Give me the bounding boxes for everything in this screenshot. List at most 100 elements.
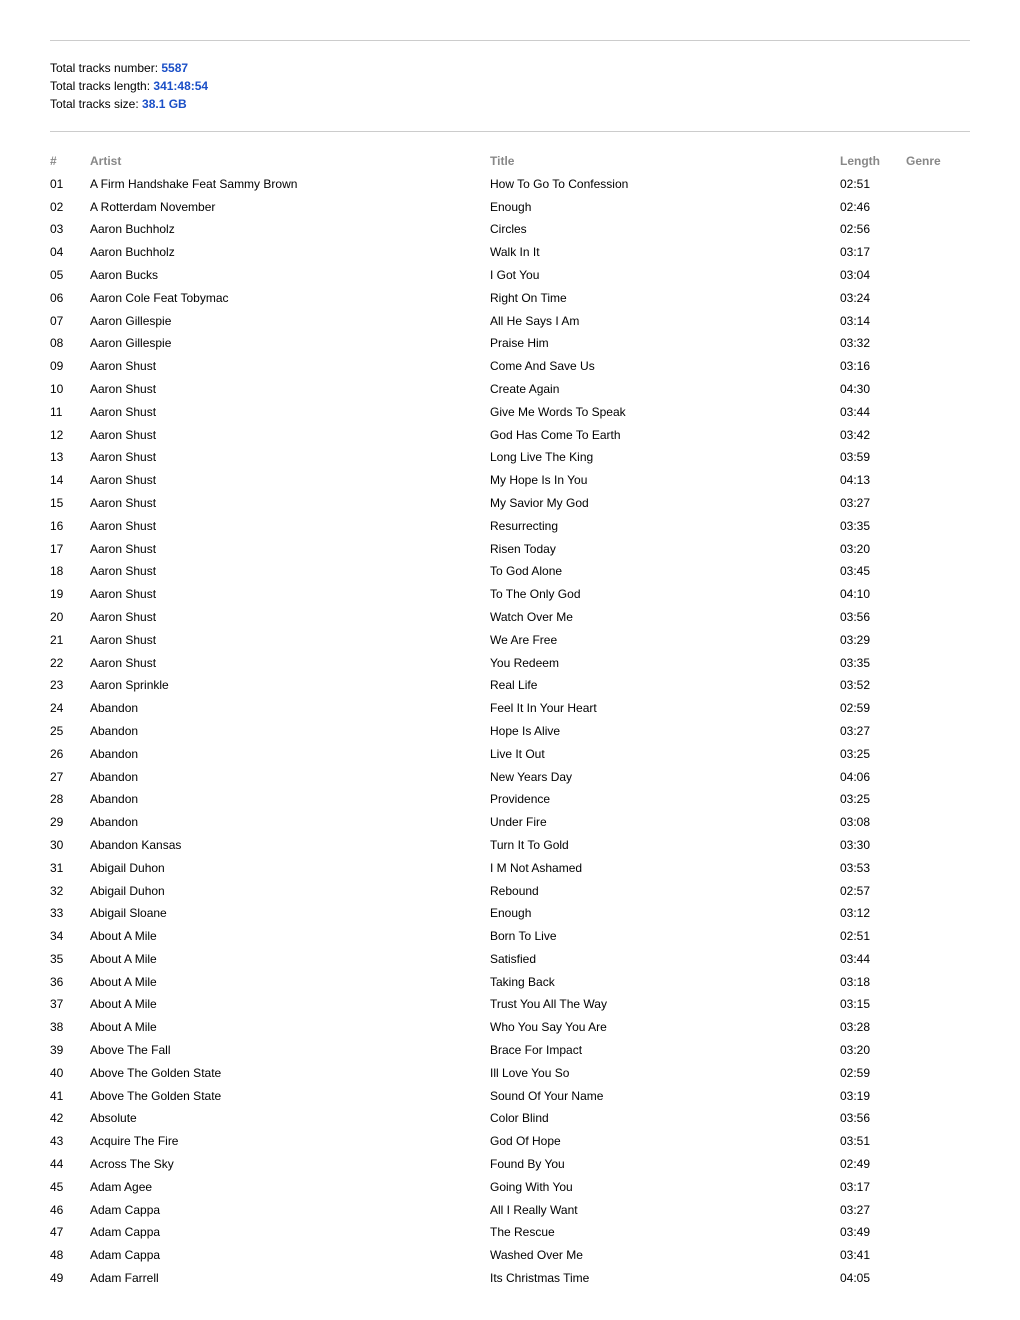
- table-row: 20Aaron ShustWatch Over Me03:56: [50, 606, 970, 629]
- cell-num: 24: [50, 697, 90, 720]
- header-num: #: [50, 150, 90, 173]
- cell-length: 03:16: [840, 355, 900, 378]
- summary-tracks-size-label: Total tracks size:: [50, 97, 142, 111]
- cell-genre: [900, 652, 960, 675]
- cell-artist: Aaron Shust: [90, 401, 490, 424]
- cell-title: Right On Time: [490, 287, 840, 310]
- cell-artist: Above The Fall: [90, 1039, 490, 1062]
- table-row: 31Abigail DuhonI M Not Ashamed03:53: [50, 857, 970, 880]
- cell-genre: [900, 1153, 960, 1176]
- cell-length: 02:57: [840, 880, 900, 903]
- cell-title: Brace For Impact: [490, 1039, 840, 1062]
- cell-title: To God Alone: [490, 560, 840, 583]
- cell-num: 32: [50, 880, 90, 903]
- cell-num: 45: [50, 1176, 90, 1199]
- cell-length: 03:28: [840, 1016, 900, 1039]
- table-row: 23Aaron SprinkleReal Life03:52: [50, 674, 970, 697]
- cell-artist: Abandon: [90, 743, 490, 766]
- cell-title: Real Life: [490, 674, 840, 697]
- cell-title: Going With You: [490, 1176, 840, 1199]
- table-body: 01A Firm Handshake Feat Sammy BrownHow T…: [50, 173, 970, 1290]
- cell-length: 03:56: [840, 606, 900, 629]
- cell-artist: A Rotterdam November: [90, 196, 490, 219]
- table-row: 15Aaron ShustMy Savior My God03:27: [50, 492, 970, 515]
- cell-num: 12: [50, 424, 90, 447]
- cell-title: Resurrecting: [490, 515, 840, 538]
- cell-length: 03:35: [840, 652, 900, 675]
- cell-genre: [900, 1176, 960, 1199]
- cell-num: 49: [50, 1267, 90, 1290]
- cell-length: 03:44: [840, 948, 900, 971]
- cell-artist: Aaron Shust: [90, 515, 490, 538]
- cell-artist: Aaron Buchholz: [90, 241, 490, 264]
- cell-genre: [900, 287, 960, 310]
- table-row: 38About A MileWho You Say You Are03:28: [50, 1016, 970, 1039]
- cell-num: 08: [50, 332, 90, 355]
- cell-genre: [900, 811, 960, 834]
- cell-artist: Aaron Shust: [90, 538, 490, 561]
- cell-num: 35: [50, 948, 90, 971]
- summary-tracks-length-value: 341:48:54: [153, 79, 208, 93]
- table-row: 35About A MileSatisfied03:44: [50, 948, 970, 971]
- table-row: 08Aaron GillespiePraise Him03:32: [50, 332, 970, 355]
- cell-artist: Adam Cappa: [90, 1199, 490, 1222]
- cell-num: 23: [50, 674, 90, 697]
- cell-length: 03:27: [840, 1199, 900, 1222]
- table-row: 03Aaron BuchholzCircles02:56: [50, 218, 970, 241]
- summary-tracks-size: Total tracks size: 38.1 GB: [50, 95, 970, 113]
- cell-genre: [900, 834, 960, 857]
- cell-length: 03:29: [840, 629, 900, 652]
- cell-num: 06: [50, 287, 90, 310]
- cell-artist: Aaron Shust: [90, 583, 490, 606]
- cell-genre: [900, 583, 960, 606]
- table-row: 19Aaron ShustTo The Only God04:10: [50, 583, 970, 606]
- cell-genre: [900, 424, 960, 447]
- cell-title: Rebound: [490, 880, 840, 903]
- cell-genre: [900, 446, 960, 469]
- table-row: 16Aaron ShustResurrecting03:35: [50, 515, 970, 538]
- table-row: 13Aaron ShustLong Live The King03:59: [50, 446, 970, 469]
- cell-length: 04:06: [840, 766, 900, 789]
- cell-num: 03: [50, 218, 90, 241]
- cell-genre: [900, 925, 960, 948]
- cell-title: I Got You: [490, 264, 840, 287]
- cell-genre: [900, 1062, 960, 1085]
- cell-num: 40: [50, 1062, 90, 1085]
- cell-num: 14: [50, 469, 90, 492]
- table-row: 18Aaron ShustTo God Alone03:45: [50, 560, 970, 583]
- table-row: 49Adam FarrellIts Christmas Time04:05: [50, 1267, 970, 1290]
- cell-artist: Aaron Shust: [90, 469, 490, 492]
- summary-tracks-number-value: 5587: [161, 61, 188, 75]
- cell-title: Who You Say You Are: [490, 1016, 840, 1039]
- cell-length: 03:56: [840, 1107, 900, 1130]
- table-row: 47Adam CappaThe Rescue03:49: [50, 1221, 970, 1244]
- cell-title: I M Not Ashamed: [490, 857, 840, 880]
- cell-genre: [900, 1039, 960, 1062]
- cell-artist: Abigail Sloane: [90, 902, 490, 925]
- cell-genre: [900, 264, 960, 287]
- cell-length: 03:51: [840, 1130, 900, 1153]
- cell-num: 31: [50, 857, 90, 880]
- cell-genre: [900, 720, 960, 743]
- table-row: 29AbandonUnder Fire03:08: [50, 811, 970, 834]
- cell-genre: [900, 971, 960, 994]
- cell-title: Turn It To Gold: [490, 834, 840, 857]
- cell-title: The Rescue: [490, 1221, 840, 1244]
- cell-num: 44: [50, 1153, 90, 1176]
- cell-num: 34: [50, 925, 90, 948]
- cell-num: 42: [50, 1107, 90, 1130]
- cell-title: Come And Save Us: [490, 355, 840, 378]
- cell-length: 03:32: [840, 332, 900, 355]
- cell-artist: Aaron Shust: [90, 560, 490, 583]
- cell-length: 02:59: [840, 1062, 900, 1085]
- cell-num: 47: [50, 1221, 90, 1244]
- cell-num: 36: [50, 971, 90, 994]
- cell-artist: Acquire The Fire: [90, 1130, 490, 1153]
- cell-length: 03:49: [840, 1221, 900, 1244]
- cell-genre: [900, 948, 960, 971]
- cell-genre: [900, 606, 960, 629]
- cell-genre: [900, 1267, 960, 1290]
- cell-num: 38: [50, 1016, 90, 1039]
- cell-length: 02:46: [840, 196, 900, 219]
- cell-genre: [900, 1244, 960, 1267]
